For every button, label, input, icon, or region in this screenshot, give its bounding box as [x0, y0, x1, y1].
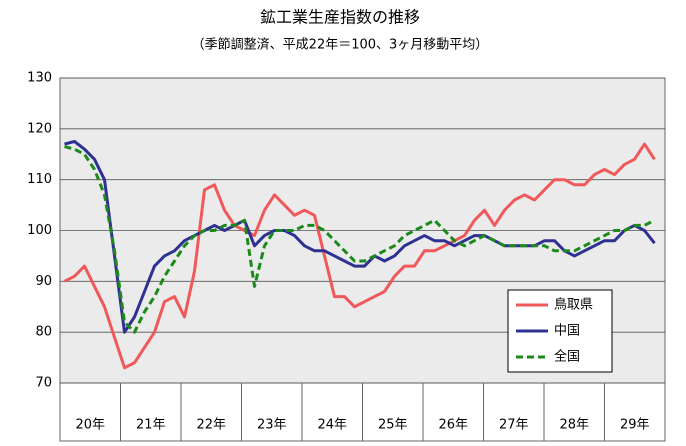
chart-subtitle: （季節調整済、平成22年＝100、3ヶ月移動平均） — [192, 37, 489, 53]
legend-label: 中国 — [554, 324, 580, 339]
y-tick-label: 120 — [27, 121, 52, 136]
legend-label: 鳥取県 — [554, 298, 593, 313]
x-tick-label: 20年 — [75, 418, 105, 433]
x-tick-label: 29年 — [620, 418, 650, 433]
legend-label: 全国 — [554, 349, 580, 365]
y-tick-label: 110 — [27, 172, 52, 187]
x-tick-label: 28年 — [559, 418, 589, 433]
y-tick-label: 70 — [35, 376, 52, 391]
y-tick-label: 130 — [27, 71, 52, 86]
line-series — [64, 145, 656, 334]
x-tick-label: 21年 — [136, 418, 166, 433]
y-tick-label: 90 — [35, 274, 52, 289]
x-tick-label: 25年 — [378, 418, 408, 433]
x-tick-label: 22年 — [196, 418, 226, 433]
x-tick-label: 27年 — [499, 418, 529, 433]
x-tick-label: 23年 — [257, 418, 287, 433]
y-tick-label: 100 — [27, 223, 52, 238]
line-series — [63, 142, 656, 370]
chart-title: 鉱工業生産指数の推移 — [260, 8, 420, 27]
x-tick-label: 26年 — [438, 418, 468, 433]
x-tick-label: 24年 — [317, 418, 347, 433]
line-series — [64, 140, 656, 334]
y-tick-label: 80 — [35, 325, 52, 340]
